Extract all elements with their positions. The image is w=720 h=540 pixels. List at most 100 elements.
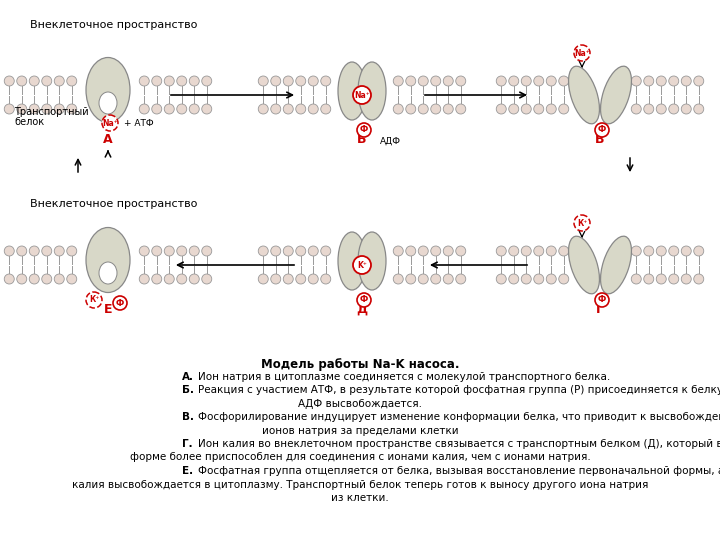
Circle shape: [509, 76, 518, 86]
Circle shape: [4, 104, 14, 114]
Circle shape: [283, 76, 293, 86]
Circle shape: [406, 76, 415, 86]
Circle shape: [546, 274, 557, 284]
Circle shape: [496, 274, 506, 284]
Circle shape: [694, 104, 703, 114]
Text: белок: белок: [14, 117, 44, 127]
Circle shape: [17, 104, 27, 114]
Circle shape: [694, 246, 703, 256]
Circle shape: [139, 274, 149, 284]
Circle shape: [189, 104, 199, 114]
Circle shape: [509, 104, 518, 114]
Text: АДФ: АДФ: [380, 137, 401, 146]
Ellipse shape: [569, 66, 600, 124]
Text: Г.: Г.: [182, 439, 193, 449]
Circle shape: [258, 274, 269, 284]
Circle shape: [418, 104, 428, 114]
Text: Na⁺: Na⁺: [102, 118, 118, 127]
Circle shape: [546, 104, 557, 114]
Circle shape: [4, 76, 14, 86]
Circle shape: [521, 104, 531, 114]
Circle shape: [320, 274, 330, 284]
Circle shape: [694, 274, 703, 284]
Circle shape: [534, 104, 544, 114]
Circle shape: [456, 274, 466, 284]
Circle shape: [681, 246, 691, 256]
Circle shape: [42, 274, 52, 284]
Circle shape: [357, 293, 371, 307]
Text: Фосфорилирование индуцирует изменение конформации белка, что приводит к высвобож: Фосфорилирование индуцирует изменение ко…: [198, 412, 720, 422]
Circle shape: [113, 296, 127, 310]
Circle shape: [271, 274, 281, 284]
Circle shape: [656, 104, 666, 114]
Circle shape: [631, 76, 642, 86]
Circle shape: [656, 76, 666, 86]
Circle shape: [176, 246, 186, 256]
Circle shape: [393, 76, 403, 86]
Circle shape: [546, 76, 557, 86]
Circle shape: [176, 274, 186, 284]
Circle shape: [559, 104, 569, 114]
Text: Внеклеточное пространство: Внеклеточное пространство: [30, 20, 197, 30]
Circle shape: [418, 274, 428, 284]
Circle shape: [152, 274, 162, 284]
Circle shape: [444, 76, 454, 86]
Ellipse shape: [358, 232, 386, 290]
Ellipse shape: [358, 62, 386, 120]
Circle shape: [42, 76, 52, 86]
Text: А.: А.: [182, 372, 194, 381]
Circle shape: [308, 76, 318, 86]
Circle shape: [694, 76, 703, 86]
Text: Реакция с участием АТФ, в результате которой фосфатная группа (Р) присоединяется: Реакция с участием АТФ, в результате кот…: [198, 385, 720, 395]
Circle shape: [456, 76, 466, 86]
Circle shape: [320, 104, 330, 114]
Text: Ф: Ф: [116, 299, 124, 307]
Text: Модель работы Na-K насоса.: Модель работы Na-K насоса.: [261, 358, 459, 371]
Text: Ион калия во внеклеточном пространстве связывается с транспортным белком (Д), ко: Ион калия во внеклеточном пространстве с…: [198, 439, 720, 449]
Circle shape: [393, 104, 403, 114]
Circle shape: [164, 104, 174, 114]
Ellipse shape: [338, 62, 366, 120]
Circle shape: [681, 76, 691, 86]
Text: Транспортный: Транспортный: [14, 107, 89, 117]
Text: Ф: Ф: [598, 295, 606, 305]
Ellipse shape: [86, 57, 130, 123]
Circle shape: [456, 246, 466, 256]
Circle shape: [308, 274, 318, 284]
Ellipse shape: [569, 236, 600, 294]
Circle shape: [17, 76, 27, 86]
Circle shape: [534, 76, 544, 86]
Text: ионов натрия за пределами клетки: ионов натрия за пределами клетки: [261, 426, 459, 435]
Text: Внеклеточное пространство: Внеклеточное пространство: [30, 199, 197, 209]
Circle shape: [296, 274, 306, 284]
Circle shape: [631, 104, 642, 114]
Circle shape: [258, 104, 269, 114]
Text: Е.: Е.: [182, 466, 193, 476]
Circle shape: [406, 104, 415, 114]
Circle shape: [353, 86, 371, 104]
Circle shape: [444, 246, 454, 256]
Circle shape: [54, 104, 64, 114]
Ellipse shape: [99, 262, 117, 284]
Circle shape: [17, 274, 27, 284]
Ellipse shape: [338, 232, 366, 290]
Circle shape: [54, 76, 64, 86]
Circle shape: [308, 104, 318, 114]
Circle shape: [4, 246, 14, 256]
Text: Ф: Ф: [598, 125, 606, 134]
Circle shape: [30, 246, 40, 256]
Circle shape: [534, 246, 544, 256]
Text: Ф: Ф: [360, 125, 368, 134]
Circle shape: [164, 76, 174, 86]
Circle shape: [283, 274, 293, 284]
Circle shape: [644, 104, 654, 114]
Text: Na⁺: Na⁺: [574, 49, 590, 57]
Circle shape: [176, 76, 186, 86]
Text: Е: Е: [104, 303, 112, 316]
Circle shape: [595, 123, 609, 137]
Circle shape: [54, 274, 64, 284]
Circle shape: [669, 246, 679, 256]
Circle shape: [189, 246, 199, 256]
Circle shape: [283, 246, 293, 256]
Circle shape: [431, 104, 441, 114]
